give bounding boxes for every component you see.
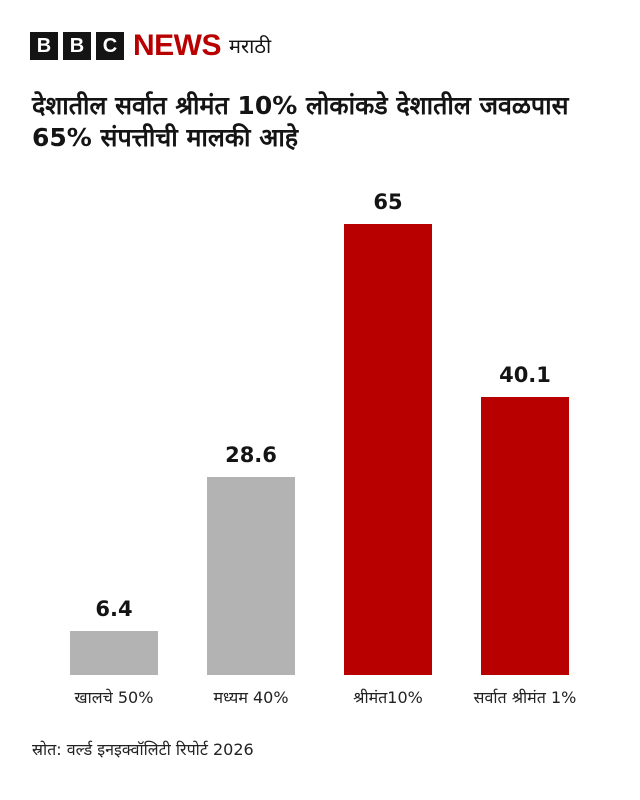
chart-title: देशातील सर्वात श्रीमंत 10% लोकांकडे देशा…: [32, 91, 569, 152]
bar-bottom-50: [70, 631, 158, 675]
value-label-middle-40: 28.6: [225, 443, 277, 467]
category-label-top-10: श्रीमंत10%: [353, 688, 423, 707]
value-label-bottom-50: 6.4: [95, 597, 133, 621]
category-label-top-1: सर्वात श्रीमंत 1%: [473, 688, 577, 707]
bbc-news-marathi-logo: B B C NEWS मराठी: [30, 29, 272, 62]
news-wordmark: NEWS: [133, 29, 222, 62]
bar-top-1: [481, 397, 569, 675]
value-label-top-10: 65: [373, 190, 403, 214]
language-label: मराठी: [229, 34, 272, 58]
bbc-logo-letter-c: C: [96, 32, 124, 60]
source-note: स्रोत: वर्ल्ड इनइक्वॉलिटी रिपोर्ट 2026: [32, 740, 254, 759]
bbc-logo-letter-b1: B: [30, 32, 58, 60]
bar-middle-40: [207, 477, 295, 675]
bbc-logo-letter-b2: B: [63, 32, 91, 60]
bar-top-10: [344, 224, 432, 675]
category-label-bottom-50: खालचे 50%: [74, 688, 154, 707]
category-label-middle-40: मध्यम 40%: [213, 688, 289, 707]
value-label-top-1: 40.1: [499, 363, 551, 387]
